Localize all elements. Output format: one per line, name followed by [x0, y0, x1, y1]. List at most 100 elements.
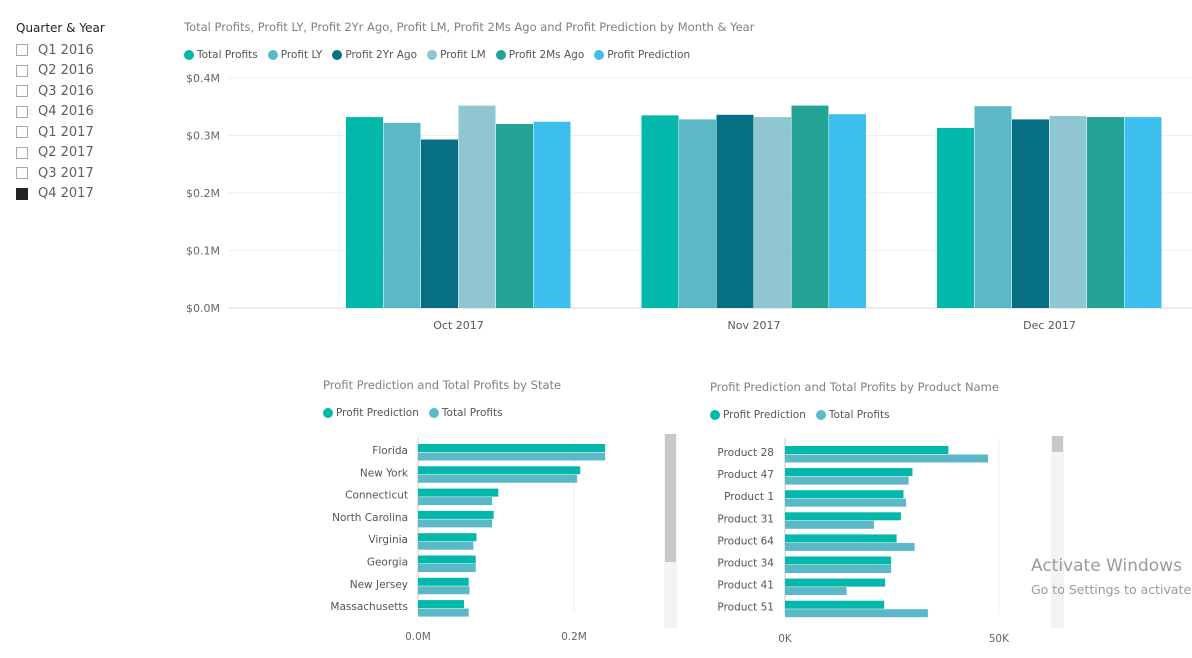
bar-total-profits-north-carolina	[418, 519, 493, 528]
legend-item-profit-ly[interactable]: Profit LY	[267, 49, 323, 61]
legend-label: Profit Prediction	[607, 49, 691, 61]
bar-profit-prediction-massachusetts	[418, 600, 465, 609]
x-tick-label: Dec 2017	[1023, 319, 1076, 332]
category-label: Product 41	[717, 580, 774, 592]
slicer-item-label: Q2 2016	[38, 63, 94, 78]
bar-profit-2ms-ago-nov-2017	[791, 105, 829, 308]
bar-total-profits-new-york	[418, 474, 578, 483]
bar-profit-prediction-product-47	[785, 468, 913, 477]
x-tick-label: 50K	[989, 633, 1010, 645]
category-label: Virginia	[368, 534, 408, 546]
product-scroll-thumb[interactable]	[1052, 436, 1063, 452]
legend-marker	[267, 50, 278, 60]
legend-item-profit-prediction[interactable]: Profit Prediction	[594, 49, 690, 61]
slicer-checkbox[interactable]	[16, 187, 28, 200]
slicer-checkbox[interactable]	[16, 85, 28, 97]
state-chart-scrollbar[interactable]	[664, 434, 677, 628]
category-label: North Carolina	[332, 512, 408, 524]
bar-profit-2yr-ago-nov-2017	[716, 114, 754, 308]
slicer-item-q2-2016[interactable]: Q2 2016	[16, 61, 94, 81]
bar-profit-prediction-product-34	[785, 556, 892, 565]
category-label: Connecticut	[345, 490, 408, 502]
x-tick-label: Nov 2017	[728, 319, 781, 332]
slicer-item-label: Q1 2016	[38, 42, 94, 58]
slicer-item-label: Q2 2017	[38, 145, 94, 160]
slicer-item-q4-2016[interactable]: Q4 2016	[16, 102, 94, 122]
slicer-checkbox[interactable]	[16, 44, 28, 56]
bar-total-profits-oct-2017	[346, 117, 383, 308]
legend-item-profit-prediction[interactable]: Profit Prediction	[323, 407, 419, 419]
legend-marker	[815, 410, 826, 420]
slicer-item-q3-2017[interactable]: Q3 2017	[16, 163, 94, 183]
y-tick-label: $0.3M	[186, 130, 220, 143]
slicer-item-q2-2017[interactable]: Q2 2017	[16, 143, 94, 163]
bar-profit-2ms-ago-dec-2017	[1087, 117, 1124, 308]
y-tick-label: $0.1M	[186, 245, 220, 258]
category-label: New York	[360, 467, 409, 479]
state-scroll-thumb[interactable]	[665, 434, 676, 562]
bar-profit-prediction-product-51	[785, 600, 885, 609]
bar-total-profits-florida	[418, 452, 606, 461]
x-tick-label: 0.0M	[405, 631, 431, 643]
bar-profit-prediction-new-york	[418, 466, 581, 475]
bar-profit-prediction-nov-2017	[829, 114, 866, 308]
bar-total-profits-product-64	[785, 542, 915, 551]
category-label: Product 51	[717, 602, 774, 614]
slicer-item-q1-2017[interactable]: Q1 2017	[16, 122, 94, 142]
bar-profit-2ms-ago-oct-2017	[496, 124, 533, 308]
bar-profit-2yr-ago-oct-2017	[421, 139, 458, 308]
product-chart-legend: Profit Prediction Total Profits	[710, 409, 900, 421]
legend-item-profit-2ms-ago[interactable]: Profit 2Ms Ago	[495, 49, 585, 61]
bar-profit-prediction-product-1	[785, 490, 904, 499]
bar-profit-prediction-connecticut	[418, 488, 499, 497]
legend-item-total-profits[interactable]: Total Profits	[815, 409, 890, 421]
category-label: Product 31	[717, 513, 774, 525]
bar-profit-prediction-product-31	[785, 512, 901, 521]
legend-item-total-profits[interactable]: Total Profits	[184, 49, 258, 61]
bar-profit-lm-dec-2017	[1049, 115, 1087, 308]
slicer-item-q3-2016[interactable]: Q3 2016	[16, 81, 94, 101]
legend-marker	[428, 408, 439, 418]
legend-label: Profit LM	[440, 49, 486, 61]
state-chart-legend: Profit Prediction Total Profits	[323, 407, 513, 419]
bar-profit-prediction-product-28	[785, 446, 949, 454]
top-chart-legend: Total Profits Profit LY Profit 2Yr Ago Prof…	[184, 49, 700, 61]
slicer-checkbox[interactable]	[16, 105, 28, 118]
slicer-checkbox[interactable]	[16, 126, 28, 138]
legend-item-profit-lm[interactable]: Profit LM	[427, 49, 486, 61]
bar-total-profits-product-31	[785, 520, 874, 529]
category-label: Massachusetts	[330, 601, 408, 613]
slicer-checkbox[interactable]	[16, 64, 28, 77]
legend-marker	[594, 50, 605, 60]
legend-label: Profit Prediction	[723, 409, 806, 421]
slicer-title: Quarter & Year	[16, 21, 105, 35]
bar-total-profits-virginia	[418, 541, 474, 550]
category-label: Product 34	[717, 558, 774, 570]
category-label: Florida	[372, 445, 408, 457]
x-tick-label: 0.2M	[561, 631, 587, 643]
legend-label: Profit Prediction	[336, 407, 419, 419]
slicer-checkbox[interactable]	[16, 167, 28, 179]
bar-total-profits-product-34	[785, 565, 892, 573]
y-tick-label: $0.0M	[186, 302, 220, 315]
bar-total-profits-dec-2017	[937, 128, 974, 308]
bar-profit-prediction-product-41	[785, 578, 886, 587]
slicer-item-label: Q4 2017	[38, 186, 94, 201]
activate-windows-subtext: Go to Settings to activate	[1031, 582, 1192, 597]
top-chart-title: Total Profits, Profit LY, Profit 2Yr Ago…	[184, 20, 755, 34]
legend-item-profit-prediction[interactable]: Profit Prediction	[710, 409, 806, 421]
legend-label: Profit LY	[280, 49, 323, 61]
legend-marker	[184, 50, 194, 60]
legend-item-total-profits[interactable]: Total Profits	[428, 407, 503, 419]
product-bar-chart: 0K 50K Product 28 Product 47 Product 1 Produc…	[717, 438, 1010, 645]
product-chart-scrollbar[interactable]	[1051, 436, 1064, 628]
legend-item-profit-2yr-ago[interactable]: Profit 2Yr Ago	[332, 49, 417, 61]
y-tick-label: $0.2M	[186, 187, 220, 200]
bar-profit-prediction-florida	[418, 444, 606, 452]
legend-label: Profit 2Ms Ago	[508, 49, 585, 61]
slicer-item-q4-2017[interactable]: Q4 2017	[16, 184, 94, 204]
slicer-item-q1-2016[interactable]: Q1 2016	[16, 40, 94, 60]
category-label: Product 64	[717, 535, 774, 547]
slicer-checkbox[interactable]	[16, 146, 28, 159]
bar-profit-ly-dec-2017	[974, 106, 1012, 308]
